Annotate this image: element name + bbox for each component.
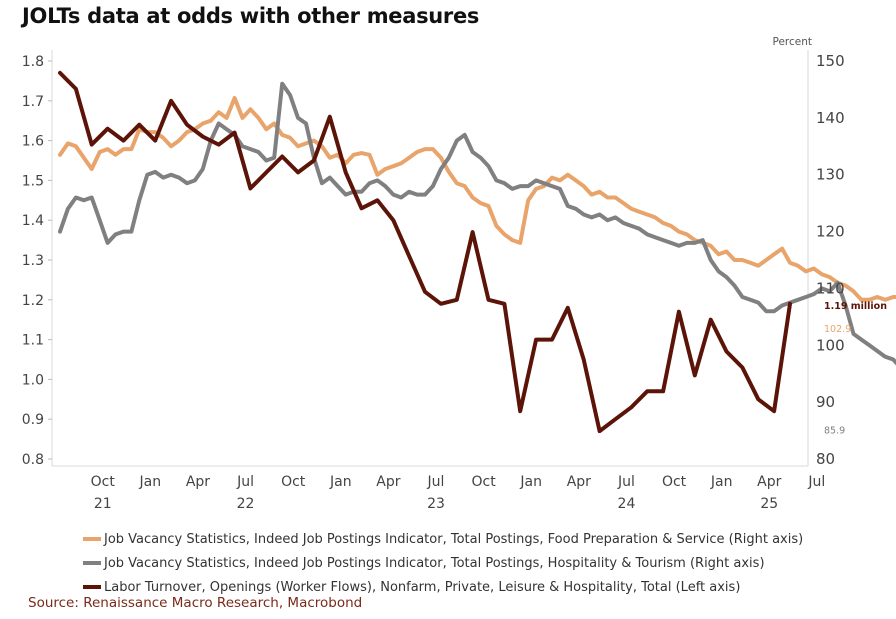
legend-item: Labor Turnover, Openings (Worker Flows),… (83, 575, 803, 599)
left-tick-label: 0.8 (22, 452, 44, 468)
legend-label: Labor Turnover, Openings (Worker Flows),… (104, 579, 741, 595)
x-tick-month: Oct (472, 474, 497, 490)
series-layer (58, 70, 896, 434)
source-note: Source: Renaissance Macro Research, Macr… (28, 595, 363, 611)
x-tick-year: 22 (237, 496, 255, 512)
legend-item: Job Vacancy Statistics, Indeed Job Posti… (83, 527, 803, 551)
right-tick-label: 80 (816, 450, 835, 468)
left-tick-label: 1.2 (22, 293, 44, 309)
left-tick-label: 1.5 (22, 173, 44, 189)
x-tick-month: Jul (427, 474, 445, 490)
end-value-label: 85.9 (824, 425, 845, 436)
x-tick-month: Jul (236, 474, 254, 490)
left-tick-label: 1.7 (22, 94, 44, 110)
x-tick-month: Apr (186, 474, 210, 490)
series-line-0 (58, 96, 896, 302)
left-tick-label: 1.6 (22, 134, 44, 150)
right-tick-label: 140 (816, 109, 845, 127)
right-tick-label: 90 (816, 393, 835, 411)
left-tick-label: 0.9 (22, 412, 44, 428)
right-tick-label: 120 (816, 223, 845, 241)
legend-label: Job Vacancy Statistics, Indeed Job Posti… (104, 555, 765, 571)
x-tick-month: Jan (710, 474, 733, 490)
chart-title: JOLTs data at odds with other measures (22, 4, 480, 28)
legend-swatch (83, 561, 101, 565)
x-tick-year: 23 (427, 496, 445, 512)
x-tick-month: Oct (662, 474, 687, 490)
legend: Job Vacancy Statistics, Indeed Job Posti… (83, 527, 803, 599)
legend-label: Job Vacancy Statistics, Indeed Job Posti… (104, 531, 804, 547)
right-tick-label: 110 (816, 279, 845, 297)
left-tick-label: 1.1 (22, 333, 44, 349)
left-tick-label: 1.8 (22, 54, 44, 70)
left-tick-label: 1.0 (22, 372, 44, 388)
legend-swatch (83, 585, 101, 589)
left-tick-label: 1.3 (22, 253, 44, 269)
right-tick-label: 100 (816, 336, 845, 354)
series-line-2 (58, 70, 792, 434)
x-tick-month: Oct (91, 474, 116, 490)
right-axis-unit-label: Percent (772, 36, 812, 48)
legend-item: Job Vacancy Statistics, Indeed Job Posti… (83, 551, 803, 575)
x-tick-year: 25 (760, 496, 778, 512)
right-tick-label: 150 (816, 52, 845, 70)
labels: 1.8 1.7 1.6 1.5 1.4 1.3 1.2 1.1 1.0 0.9 0.8 150 140 1… (22, 36, 887, 512)
right-tick-label: 130 (816, 166, 845, 184)
end-value-label: 102.9 (824, 324, 851, 335)
x-tick-year: 24 (618, 496, 636, 512)
x-tick-month: Jul (807, 474, 825, 490)
x-tick-month: Apr (757, 474, 781, 490)
x-tick-month: Jan (329, 474, 352, 490)
axes (48, 50, 809, 467)
x-tick-year: 21 (94, 496, 112, 512)
x-tick-month: Apr (567, 474, 591, 490)
end-value-label: 1.19 million (824, 301, 887, 312)
x-tick-month: Jul (617, 474, 635, 490)
series-line-1 (58, 81, 896, 366)
x-tick-month: Apr (376, 474, 400, 490)
x-tick-month: Oct (281, 474, 306, 490)
x-tick-month: Jan (519, 474, 542, 490)
left-tick-label: 1.4 (22, 213, 44, 229)
legend-swatch (83, 537, 101, 541)
x-tick-month: Jan (139, 474, 162, 490)
